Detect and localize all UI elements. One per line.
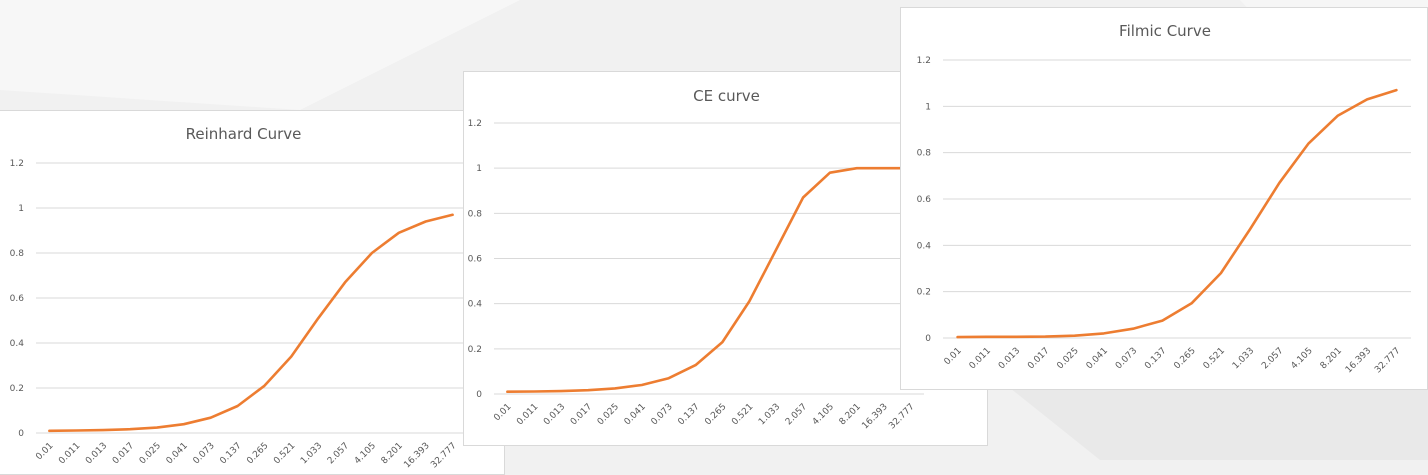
x-tick-label: 0.013: [997, 346, 1022, 371]
x-tick-label: 0.041: [165, 441, 190, 466]
x-tick-label: 0.521: [730, 402, 755, 427]
y-tick-label: 0.8: [917, 149, 932, 159]
x-tick-label: 0.137: [676, 402, 701, 427]
x-tick-label: 1.033: [299, 441, 324, 466]
y-tick-label: 0.2: [917, 288, 931, 298]
x-tick-label: 0.521: [1202, 346, 1227, 371]
x-tick-label: 2.057: [326, 441, 351, 466]
x-tick-label: 32.777: [1373, 346, 1402, 375]
x-tick-label: 8.201: [838, 402, 863, 427]
y-tick-label: 0.4: [10, 339, 25, 349]
x-tick-label: 4.105: [1289, 346, 1314, 371]
series-line: [506, 166, 912, 394]
y-tick-label: 1.2: [468, 119, 482, 129]
chart-title: CE curve: [693, 87, 760, 105]
x-tick-label: 0.025: [138, 441, 163, 466]
y-tick-label: 0: [476, 390, 482, 400]
x-tick-label: 0.011: [968, 346, 993, 371]
y-tick-label: 0.6: [917, 195, 932, 205]
x-tick-label: 0.265: [703, 402, 728, 427]
reinhard-chart: Reinhard Curve 0 0.2 0.4 0.6 0.8 1 1.2 0.01 0.011…: [0, 110, 505, 475]
x-tick-label: 0.073: [650, 402, 675, 427]
y-tick-label: 0.6: [10, 294, 25, 304]
x-tick-label: 16.393: [1344, 346, 1373, 375]
y-tick-label: 0.4: [468, 300, 483, 310]
x-tick-label: 0.073: [192, 441, 217, 466]
y-tick-label: 1: [18, 204, 24, 214]
y-tick-label: 1: [476, 164, 482, 174]
x-tick-label: 0.017: [111, 441, 136, 466]
series-line: [48, 213, 454, 433]
y-tick-label: 1.2: [917, 56, 931, 66]
x-tick-label: 0.073: [1114, 346, 1139, 371]
x-tick-label: 0.013: [542, 402, 567, 427]
x-tick-label: 0.01: [943, 346, 964, 367]
x-tick-label: 0.011: [57, 441, 82, 466]
filmic-chart: Filmic Curve 0 0.2 0.4 0.6 0.8 1 1.2 0.01 0.011 0.…: [900, 7, 1428, 390]
x-tick-label: 8.201: [380, 441, 405, 466]
x-tick-label: 0.041: [623, 402, 648, 427]
x-tick-label: 2.057: [784, 402, 809, 427]
x-tick-label: 0.017: [569, 402, 594, 427]
x-tick-label: 0.017: [1026, 346, 1051, 371]
x-tick-label: 2.057: [1260, 346, 1285, 371]
x-tick-label: 32.777: [887, 402, 916, 431]
x-tick-label: 0.013: [84, 441, 109, 466]
y-tick-label: 1.2: [10, 159, 24, 169]
x-tick-label: 0.01: [34, 441, 55, 462]
x-tick-label: 0.01: [492, 402, 513, 423]
x-tick-label: 4.105: [811, 402, 836, 427]
x-tick-label: 0.137: [218, 441, 243, 466]
x-tick-label: 0.265: [245, 441, 270, 466]
series-line: [956, 88, 1398, 339]
y-tick-label: 0: [925, 334, 931, 344]
x-tick-label: 1.033: [757, 402, 782, 427]
chart-title: Reinhard Curve: [186, 125, 302, 143]
y-tick-label: 0.8: [10, 249, 25, 259]
y-tick-label: 0.6: [468, 255, 483, 265]
x-tick-label: 1.033: [1231, 346, 1256, 371]
chart-svg: Reinhard Curve 0 0.2 0.4 0.6 0.8 1 1.2 0.01 0.011…: [10, 125, 466, 470]
x-tick-label: 0.137: [1143, 346, 1168, 371]
y-tick-label: 0: [18, 429, 24, 439]
chart-title: Filmic Curve: [1119, 22, 1211, 40]
x-tick-label: 32.777: [429, 441, 458, 470]
y-tick-label: 0.4: [917, 241, 932, 251]
x-tick-label: 16.393: [402, 441, 431, 470]
x-tick-label: 0.025: [596, 402, 621, 427]
x-tick-label: 0.011: [515, 402, 540, 427]
y-tick-label: 1: [925, 102, 931, 112]
x-tick-label: 16.393: [860, 402, 889, 431]
y-tick-label: 0.2: [468, 345, 482, 355]
x-tick-label: 0.025: [1055, 346, 1080, 371]
x-tick-label: 4.105: [353, 441, 378, 466]
y-tick-label: 0.2: [10, 384, 24, 394]
y-tick-label: 0.8: [468, 209, 483, 219]
x-tick-label: 8.201: [1319, 346, 1344, 371]
x-tick-label: 0.521: [272, 441, 297, 466]
x-tick-label: 0.041: [1085, 346, 1110, 371]
x-tick-label: 0.265: [1172, 346, 1197, 371]
